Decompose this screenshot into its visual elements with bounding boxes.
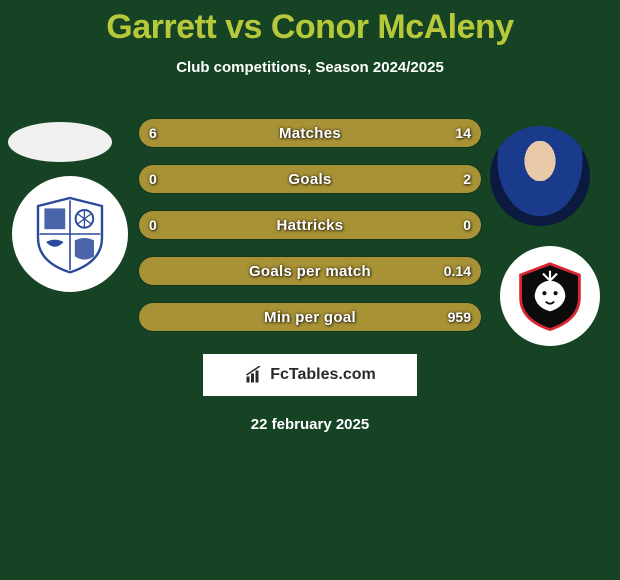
stat-row: Goals per match0.14 — [138, 256, 482, 286]
stat-row: Goals0 2 — [138, 164, 482, 194]
club-left-crest — [12, 176, 128, 292]
stat-value-right: 0 — [463, 211, 471, 239]
player-left-avatar — [8, 122, 112, 162]
stat-value-left: 0 — [149, 211, 157, 239]
stat-value-right: 959 — [448, 303, 471, 331]
brand-box: FcTables.com — [203, 354, 417, 396]
stat-value-right: 14 — [455, 119, 471, 147]
stat-value-left: 6 — [149, 119, 157, 147]
comparison-bars: Matches614Goals02Hattricks00Goals per ma… — [138, 118, 482, 348]
stat-row: Hattricks0 0 — [138, 210, 482, 240]
stat-value-left: 0 — [149, 165, 157, 193]
stat-row: Matches6 14 — [138, 118, 482, 148]
bar-chart-icon — [244, 366, 264, 384]
stat-row: Min per goal959 — [138, 302, 482, 332]
stat-value-right: 0.14 — [444, 257, 471, 285]
stat-label: Hattricks — [139, 211, 481, 239]
brand-label: FcTables.com — [270, 366, 376, 384]
club-right-crest — [500, 246, 600, 346]
stat-label: Matches — [139, 119, 481, 147]
shield-icon — [30, 194, 110, 274]
stat-label: Goals per match — [139, 257, 481, 285]
date-label: 22 february 2025 — [0, 416, 620, 433]
player-right-avatar — [490, 126, 590, 226]
stat-label: Goals — [139, 165, 481, 193]
subtitle: Club competitions, Season 2024/2025 — [0, 59, 620, 76]
page-title: Garrett vs Conor McAleny — [0, 0, 620, 47]
stat-label: Min per goal — [139, 303, 481, 331]
stat-value-right: 2 — [463, 165, 471, 193]
lion-shield-icon — [515, 261, 585, 331]
